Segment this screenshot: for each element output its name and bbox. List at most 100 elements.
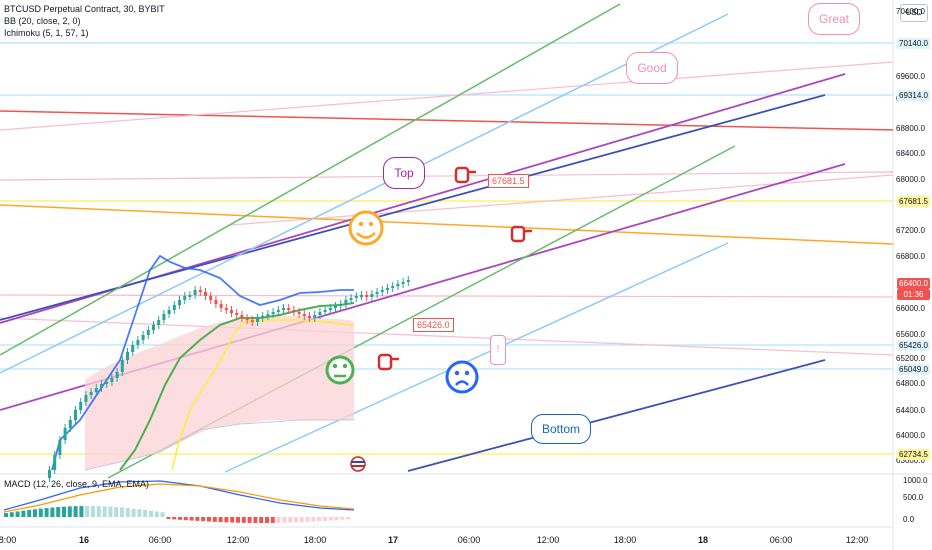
price-tag-65049[interactable]: 65049.0 [897,364,930,375]
candle-body [396,284,400,286]
macd-histogram-bar [212,517,217,522]
price-tag-65426[interactable]: 65426.0 [897,340,930,351]
callout-great[interactable]: Great [808,3,860,35]
candle-body [240,315,244,318]
candle-body [287,308,291,310]
time-axis-label: 12:00 [536,535,560,545]
macd-axis-label: 1000.0 [903,476,928,485]
macd-legend[interactable]: MACD (12, 26, close, 9, EMA, EMA) [4,479,150,489]
flag-circle [350,456,366,472]
trend-line [0,3,621,356]
horizontal-lines-group[interactable] [0,42,893,455]
price-tag-70140[interactable]: 70140.0 [897,38,930,49]
macd-histogram-bar [299,517,304,523]
candle-body [89,392,93,395]
macd-histogram-bar [62,506,66,517]
emoji-drawings[interactable] [325,166,532,472]
candle-body [308,316,311,318]
macd-histogram-bar [253,517,258,523]
macd-histogram-bar [323,517,327,521]
time-axis-label: 06:00 [148,535,172,545]
macd-histogram-bar [276,517,281,523]
candle-body [79,402,83,410]
macd-histogram-bar [79,506,84,517]
trend-line [0,204,894,245]
cloud-lower-edge [84,419,354,471]
candle-body [74,410,77,420]
price-axis-label: 64400.0 [896,406,925,415]
candle-body [193,290,197,295]
macd-histogram-bar [259,517,264,523]
macd-histogram-bar [4,513,8,517]
callout-bottom[interactable]: Bottom [531,414,591,444]
macd-histogram-bar [33,509,37,517]
callout-good[interactable]: Good [626,52,678,84]
face-eye [342,363,348,369]
candle-body [235,313,239,315]
macd-histogram-bar [178,517,182,520]
smiley-neutral-icon [325,355,355,385]
macd-histogram-bar [27,509,32,517]
candle-body [401,282,405,284]
macd-histogram-bar [172,517,177,520]
macd-histogram-bar [346,517,351,520]
hand-pointing-icon [454,166,476,184]
candle-body [313,315,317,318]
candle-body [328,308,332,310]
trend-line [229,174,894,226]
candle-body [48,470,51,478]
callout-exclaim[interactable]: ! [490,335,506,365]
macd-histogram-bar [125,508,130,517]
callout-top[interactable]: Top [383,157,425,189]
macd-histogram-bar [21,510,26,517]
trend-lines-group[interactable] [0,3,894,479]
macd-pane[interactable] [3,480,355,523]
currency-button[interactable]: USD [900,4,928,22]
macd-histogram-bar [189,517,194,521]
price-tag-69314[interactable]: 69314.0 [897,90,930,101]
candle-body [105,382,109,384]
macd-histogram-bar [38,508,43,517]
hand-shape [510,225,526,243]
price-tag-current[interactable]: 66400.0 [897,278,930,289]
hand-shape [377,353,393,371]
candle-body [276,310,280,312]
macd-histogram-bar [265,517,269,523]
macd-histogram-bar [85,506,90,517]
macd-histogram-bar [294,517,298,523]
price-label-67681[interactable]: 67681.5 [488,174,529,188]
macd-histogram-bar [288,517,293,523]
price-label-65426[interactable]: 65426.0 [413,318,454,332]
symbol-legend[interactable]: BTCUSD Perpetual Contract, 30, BYBIT [4,4,165,14]
bb-legend[interactable]: BB (20, close, 2, 0) [4,16,81,26]
macd-histogram-bar [311,517,316,522]
candle-body [302,314,306,316]
price-tag-67681[interactable]: 67681.5 [897,196,930,207]
price-tag-62734[interactable]: 62734.5 [897,449,930,460]
flag-icon [350,456,366,472]
candle-body [365,295,369,297]
macd-histogram-bar [218,517,223,523]
macd-histogram-bar [328,517,333,521]
macd-histogram-bar [44,508,49,517]
candle-body [204,292,207,296]
candle-body [152,325,155,330]
macd-histogram-bar [236,517,240,523]
price-axis-label: 69600.0 [896,72,925,81]
macd-histogram-bar [166,517,171,519]
macd-histogram-bar [241,517,246,523]
bb-basis-line [51,254,354,471]
ichimoku-legend[interactable]: Ichimoku (5, 1, 57, 1) [4,28,89,38]
macd-histogram-bar [108,506,113,517]
face-circle [348,210,384,246]
face-mouth [455,380,469,386]
macd-histogram-bar [270,517,275,523]
candle-body [209,296,213,300]
candle-body [245,318,249,320]
macd-histogram-bar [131,508,136,517]
candle-body [63,428,67,440]
candlestick-series[interactable] [48,276,410,482]
time-axis-label: 12:00 [845,535,869,545]
macd-histogram-bar [91,506,95,517]
